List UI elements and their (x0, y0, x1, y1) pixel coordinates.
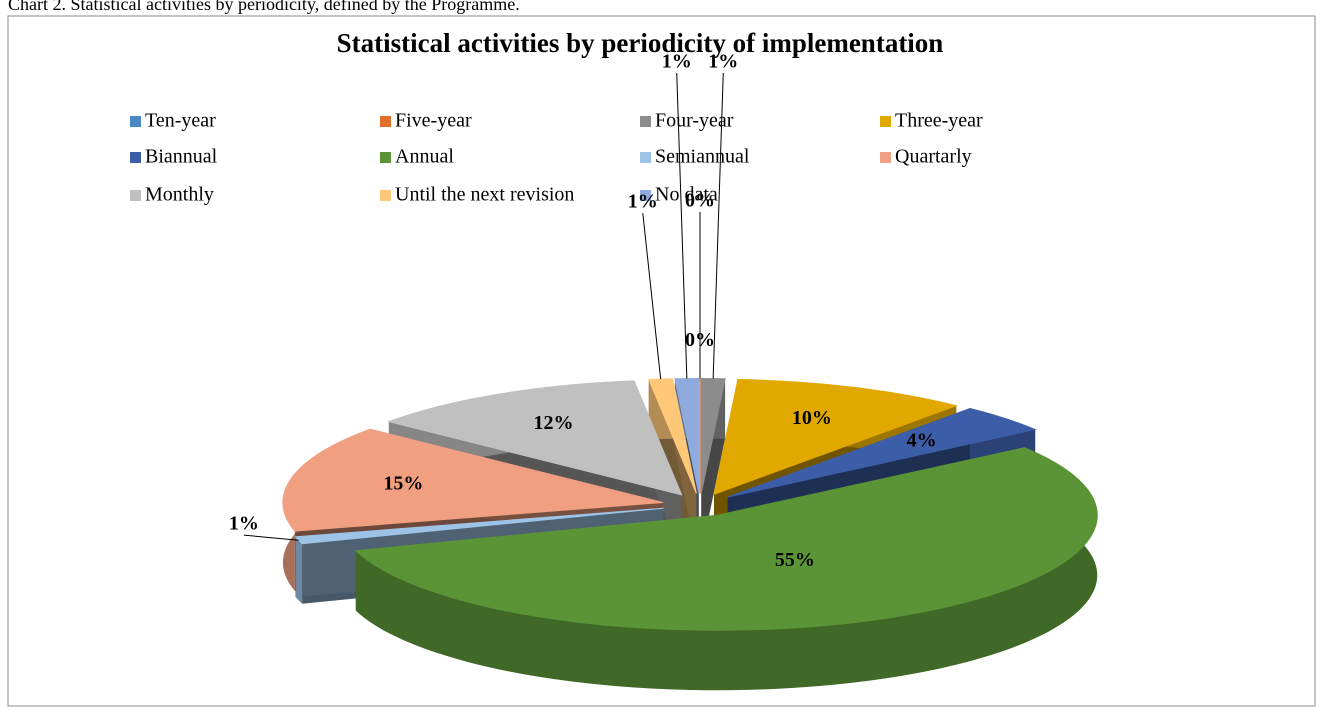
leader-line (712, 72, 724, 379)
data-label: 55% (775, 549, 815, 571)
legend-label: Three-year (895, 110, 983, 132)
slice-group (354, 447, 1098, 691)
leader-line (243, 534, 299, 541)
data-label: 1% (662, 51, 692, 73)
legend-swatch (130, 116, 141, 127)
data-label: 0% (685, 190, 715, 212)
legend-label: No data (655, 184, 718, 206)
data-label: 1% (708, 51, 738, 73)
legend-swatch (130, 152, 141, 163)
slice (354, 447, 1098, 631)
data-label: 15% (383, 473, 423, 495)
legend-swatch (880, 152, 891, 163)
legend-label: Annual (395, 146, 454, 168)
leader-line (642, 213, 662, 380)
slice (727, 407, 1037, 498)
legend-swatch (640, 116, 651, 127)
legend-swatch (130, 190, 141, 201)
caption: Chart 2. Statistical activities by perio… (8, 0, 520, 14)
legend-label: Five-year (395, 110, 472, 132)
legend-swatch (640, 152, 651, 163)
legend-label: Four-year (655, 110, 734, 132)
data-label: 12% (534, 412, 574, 434)
slice (713, 379, 958, 496)
slice-wall (355, 447, 1098, 691)
legend-swatch (380, 152, 391, 163)
slice (282, 428, 664, 532)
slice (387, 380, 683, 496)
legend-label: Quartarly (895, 146, 972, 168)
legend-label: Biannual (145, 146, 218, 168)
data-label: 10% (792, 407, 832, 429)
legend-label: Ten-year (145, 110, 216, 132)
slice (700, 378, 726, 494)
chart-title: Statistical activities by periodicity of… (337, 28, 944, 58)
legend-label: Until the next revision (395, 184, 574, 206)
data-label: 1% (229, 513, 259, 535)
data-label: 4% (907, 430, 937, 452)
slice-group (648, 378, 697, 554)
chart-frame (7, 15, 1316, 707)
slice-wall (295, 536, 303, 604)
data-label: 1% (628, 191, 658, 213)
legend-label: Monthly (145, 184, 214, 206)
legend-swatch (880, 116, 891, 127)
legend-label: Semiannual (655, 146, 750, 168)
slice (648, 378, 697, 494)
legend-swatch (380, 190, 391, 201)
slice-group (700, 378, 726, 554)
slice (674, 378, 700, 494)
legend-swatch (380, 116, 391, 127)
legend-swatch (640, 190, 651, 201)
leader-line (676, 72, 688, 379)
